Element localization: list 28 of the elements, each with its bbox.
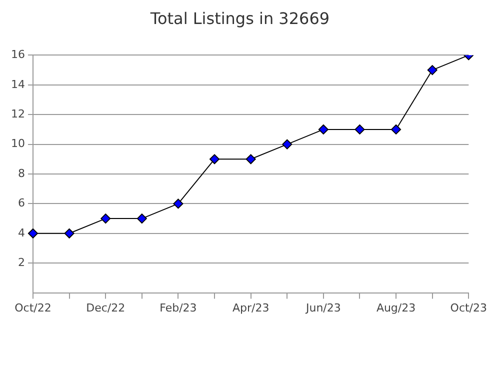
point bbox=[282, 139, 292, 150]
point bbox=[136, 214, 147, 224]
x-tick-label: Dec/22 bbox=[86, 301, 126, 314]
x-tick-label: Oct/22 bbox=[14, 301, 52, 314]
x-tick-label: Feb/23 bbox=[160, 301, 197, 314]
point bbox=[210, 154, 220, 164]
point bbox=[246, 154, 256, 164]
y-tick-label: 10 bbox=[10, 137, 25, 150]
y-tick-label: 16 bbox=[10, 48, 25, 62]
chart-title: Total Listings in 32669 bbox=[149, 8, 330, 28]
point bbox=[28, 228, 38, 238]
point bbox=[318, 124, 328, 134]
y-tick-label: 6 bbox=[18, 196, 25, 210]
point bbox=[391, 124, 402, 134]
x-tick-label: Jun/23 bbox=[304, 301, 341, 314]
point bbox=[354, 124, 365, 134]
point bbox=[173, 198, 184, 209]
point bbox=[100, 214, 111, 224]
y-tick-label: 12 bbox=[10, 107, 25, 120]
y-tick-label: 14 bbox=[10, 78, 25, 91]
point bbox=[427, 65, 438, 76]
point bbox=[64, 228, 74, 238]
y-tick-label: 4 bbox=[18, 226, 25, 240]
y-tick-label: 2 bbox=[18, 256, 25, 269]
x-tick-label: Oct/23 bbox=[450, 301, 488, 314]
x-tick-label: Apr/23 bbox=[232, 301, 270, 314]
y-tick-label: 8 bbox=[18, 166, 25, 180]
x-tick-label: Aug/23 bbox=[376, 301, 416, 314]
